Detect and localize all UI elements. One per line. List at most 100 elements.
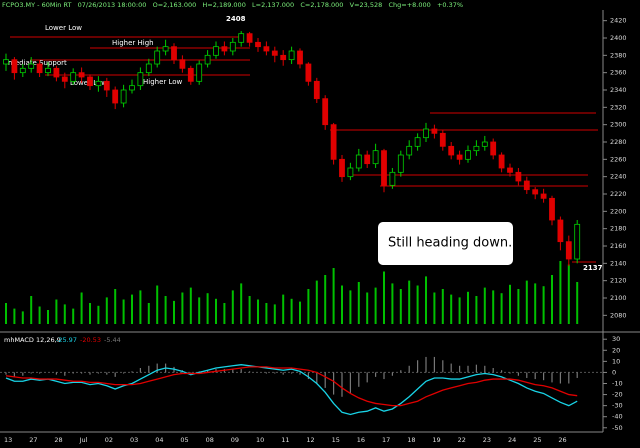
x-tick-label: 15 [332, 436, 340, 444]
candle-body [19, 67, 26, 74]
candle-body [137, 72, 144, 87]
histogram-bar [509, 372, 511, 374]
histogram-bar [408, 365, 410, 373]
candle-body [381, 150, 387, 186]
volume-bar [341, 285, 343, 324]
histogram-bar [240, 369, 242, 373]
candle-body [129, 85, 135, 91]
volume-bar [299, 301, 301, 324]
candle-body [53, 67, 60, 78]
volume-bar [399, 289, 402, 324]
volume-bar [5, 303, 7, 324]
y-tick-label: 2160 [610, 242, 627, 250]
histogram-bar [349, 372, 351, 394]
annotation: Lower Low [45, 24, 82, 32]
volume-bar [492, 290, 495, 324]
histogram-bar [148, 365, 150, 373]
candle-body [187, 67, 194, 82]
volume-bar [374, 287, 377, 324]
volume-bar [525, 280, 528, 324]
macd-line [5, 364, 578, 416]
volume-bar [30, 296, 33, 324]
volume-bar [215, 298, 217, 324]
volume-bar [441, 289, 444, 324]
histogram-bar [139, 368, 141, 373]
volume-bar [332, 268, 335, 324]
volume-bar [467, 291, 469, 324]
volume-bar [576, 282, 579, 324]
candle-body [246, 33, 253, 43]
x-tick-label: 22 [458, 436, 466, 444]
histogram-bar [467, 365, 469, 373]
histogram-bar [475, 364, 477, 373]
volume-bar [198, 297, 201, 324]
candle-body [70, 72, 77, 82]
candle-body [255, 41, 261, 48]
histogram-bar [568, 372, 570, 384]
histogram-bar [106, 372, 108, 375]
candle-body [229, 41, 236, 52]
candle-body [145, 63, 152, 74]
candle-body [36, 63, 43, 74]
volume-bar [147, 303, 150, 324]
x-tick-label: 12 [306, 436, 314, 444]
volume-bar [206, 293, 209, 324]
candle-body [204, 54, 211, 65]
y-tick-label: 2380 [610, 51, 627, 59]
indicator-value: -5.44 [104, 336, 121, 344]
y-tick-label: 2360 [610, 69, 627, 77]
candle-body [406, 145, 413, 156]
volume-bar [290, 298, 293, 324]
histogram-bar [299, 372, 301, 375]
volume-bar [433, 292, 436, 324]
candle-body [565, 241, 572, 260]
candle-body [288, 50, 295, 61]
candle-body [540, 193, 547, 199]
candle-body [271, 50, 278, 56]
y-tick-label: 2260 [610, 155, 627, 163]
candle-body [515, 171, 522, 182]
y-tick-label: 2340 [610, 86, 627, 94]
y-tick-label: 2240 [610, 173, 627, 181]
y-tick-label: 2180 [610, 225, 627, 233]
y-tick-label: 2420 [610, 17, 627, 25]
candle-body [507, 167, 513, 173]
candle-body [397, 154, 404, 173]
candle-body [448, 145, 455, 156]
volume-bar [282, 294, 285, 324]
histogram-bar [5, 372, 7, 375]
histogram-bar [72, 372, 74, 374]
y-tick-label: -20 [612, 391, 623, 399]
candle-body [61, 76, 68, 82]
volume-bar [349, 290, 352, 324]
x-tick-label: 08 [206, 436, 214, 444]
candle-body [305, 63, 312, 82]
histogram-bar [459, 365, 461, 373]
x-tick-label: 26 [558, 436, 566, 444]
histogram-bar [81, 372, 83, 374]
candle-body [439, 132, 446, 147]
volume-bar [483, 287, 486, 324]
y-tick-label: 20 [612, 346, 620, 354]
volume-bar [551, 275, 553, 324]
histogram-bar [559, 372, 561, 384]
candle-body [389, 171, 396, 186]
volume-bar [450, 294, 453, 324]
histogram-bar [114, 372, 116, 377]
candle-body [112, 89, 119, 104]
volume-bar [257, 299, 259, 324]
x-tick-label: 11 [281, 436, 289, 444]
histogram-bar [391, 372, 393, 376]
histogram-bar [576, 372, 578, 378]
y-tick-label: 2220 [610, 190, 627, 198]
candle-body [490, 141, 497, 156]
y-tick-label: 2100 [610, 294, 627, 302]
histogram-bar [22, 372, 24, 376]
volume-bar [181, 292, 184, 324]
histogram-bar [207, 370, 209, 373]
x-tick-label: 24 [508, 436, 516, 444]
y-tick-label: 10 [612, 357, 620, 365]
histogram-bar [55, 372, 57, 375]
